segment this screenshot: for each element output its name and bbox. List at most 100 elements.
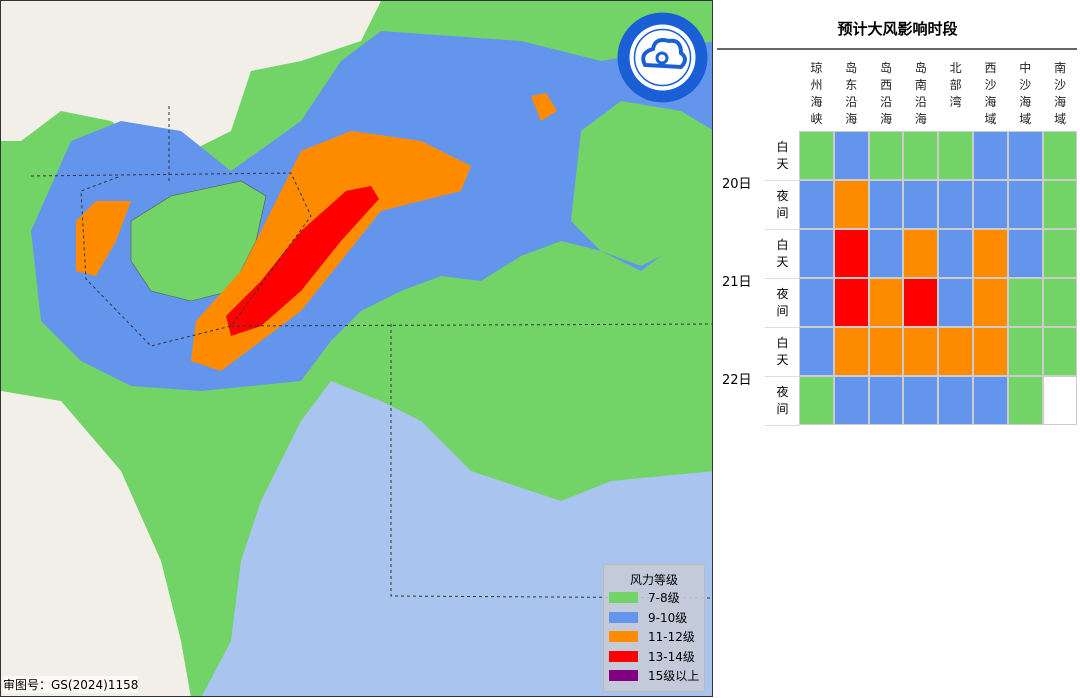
grid-cell <box>868 376 904 425</box>
legend-item: 7-8级 <box>609 588 704 608</box>
row-separator <box>765 229 799 230</box>
grid-cell <box>972 131 1008 180</box>
wind-level-legend: 风力等级 7-8级 9-10级 11-12级 13-14级 15级以上 <box>603 564 705 692</box>
legend-title: 风力等级 <box>629 573 678 587</box>
legend-label: 11-12级 <box>648 630 695 645</box>
day-label: 22日 <box>722 373 752 388</box>
meteorological-bureau-logo <box>615 10 710 105</box>
grid-cell <box>1042 180 1078 229</box>
grid-cell <box>972 278 1008 327</box>
column-header: 岛西沿海 <box>880 61 893 126</box>
row-separator <box>765 327 799 328</box>
day-label: 20日 <box>722 177 752 192</box>
column-header: 北部湾 <box>949 61 962 109</box>
grid-cell <box>938 180 973 229</box>
grid-cell <box>1042 229 1078 278</box>
grid-cell <box>868 278 904 327</box>
grid-cell <box>799 131 834 180</box>
grid-cell <box>833 278 869 327</box>
legend-swatch <box>609 611 638 623</box>
legend-item: 13-14级 <box>609 647 704 667</box>
column-header: 琼州海峡 <box>810 61 823 126</box>
title-divider <box>717 48 1077 50</box>
column-header: 南沙海域 <box>1054 61 1067 126</box>
row-separator <box>765 278 799 279</box>
grid-cell <box>868 131 904 180</box>
grid-cell <box>799 229 834 278</box>
grid-cell <box>972 327 1008 376</box>
grid-cell <box>1042 376 1078 425</box>
grid-cell <box>972 376 1008 425</box>
period-label: 夜间 <box>776 287 789 318</box>
legend-swatch <box>609 592 638 604</box>
grid-cell <box>833 229 869 278</box>
grid-cell <box>799 278 834 327</box>
legend-label: 13-14级 <box>648 649 695 664</box>
grid-cell <box>799 376 834 425</box>
grid-cell <box>903 278 939 327</box>
land-area <box>1 1 381 161</box>
red-zone <box>226 186 379 336</box>
grid-cell <box>799 327 834 376</box>
orange-zone-ne <box>531 93 557 121</box>
green-zone-east <box>571 101 712 266</box>
grid-cell <box>1042 131 1078 180</box>
grid-cell <box>799 180 834 229</box>
legend-swatch <box>609 631 638 643</box>
grid-cell <box>833 180 869 229</box>
period-label: 白天 <box>776 140 789 171</box>
grid-cell <box>1007 229 1043 278</box>
legend-label: 15级以上 <box>648 669 700 684</box>
row-separator <box>765 425 799 426</box>
grid-cell <box>833 376 869 425</box>
grid-cell <box>1007 278 1043 327</box>
period-label: 白天 <box>776 238 789 269</box>
grid-cell <box>1042 278 1078 327</box>
legend-item: 15级以上 <box>609 666 704 686</box>
legend-swatch <box>609 650 638 662</box>
grid-cell <box>903 229 939 278</box>
legend-item: 11-12级 <box>609 627 704 647</box>
column-header: 西沙海域 <box>984 61 997 126</box>
grid-cell <box>903 131 939 180</box>
grid-cell <box>1007 327 1043 376</box>
grid-cell <box>903 180 939 229</box>
period-label: 夜间 <box>776 189 789 220</box>
grid-cell <box>938 229 973 278</box>
grid-cell <box>972 229 1008 278</box>
grid-cell <box>903 327 939 376</box>
legend-swatch <box>609 670 638 682</box>
legend-label: 7-8级 <box>648 591 680 606</box>
grid-cell <box>938 278 973 327</box>
grid-cell <box>938 131 973 180</box>
period-label: 白天 <box>776 336 789 367</box>
grid-cell <box>1042 327 1078 376</box>
wind-forecast-map: 风力等级 7-8级 9-10级 11-12级 13-14级 15级以上 审图号：… <box>0 0 713 697</box>
row-separator <box>765 180 799 181</box>
land-area-south <box>1 391 191 696</box>
day-label: 21日 <box>722 275 752 290</box>
grid-cell <box>1007 376 1043 425</box>
legend-item: 9-10级 <box>609 608 704 628</box>
grid-cell <box>833 327 869 376</box>
grid-cell <box>1007 180 1043 229</box>
grid-cell <box>868 327 904 376</box>
grid-cell <box>903 376 939 425</box>
table-title: 预计大风影响时段 <box>837 20 958 38</box>
grid-cell <box>833 131 869 180</box>
grid-cell <box>938 376 973 425</box>
grid-cell <box>868 180 904 229</box>
grid-cell <box>868 229 904 278</box>
legend-label: 9-10级 <box>648 610 688 625</box>
grid-cell <box>938 327 973 376</box>
column-header: 岛南沿海 <box>914 61 927 126</box>
grid-cell <box>972 180 1008 229</box>
map-graphic <box>1 1 712 696</box>
map-approval-number: 审图号：GS(2024)1158 <box>3 676 139 693</box>
cloud-globe-logo-icon <box>617 12 708 103</box>
period-label: 夜间 <box>776 385 789 416</box>
orange-zone-west <box>76 201 131 276</box>
wind-period-grid <box>799 131 1078 425</box>
row-separator <box>765 376 799 377</box>
column-header: 岛东沿海 <box>845 61 858 126</box>
